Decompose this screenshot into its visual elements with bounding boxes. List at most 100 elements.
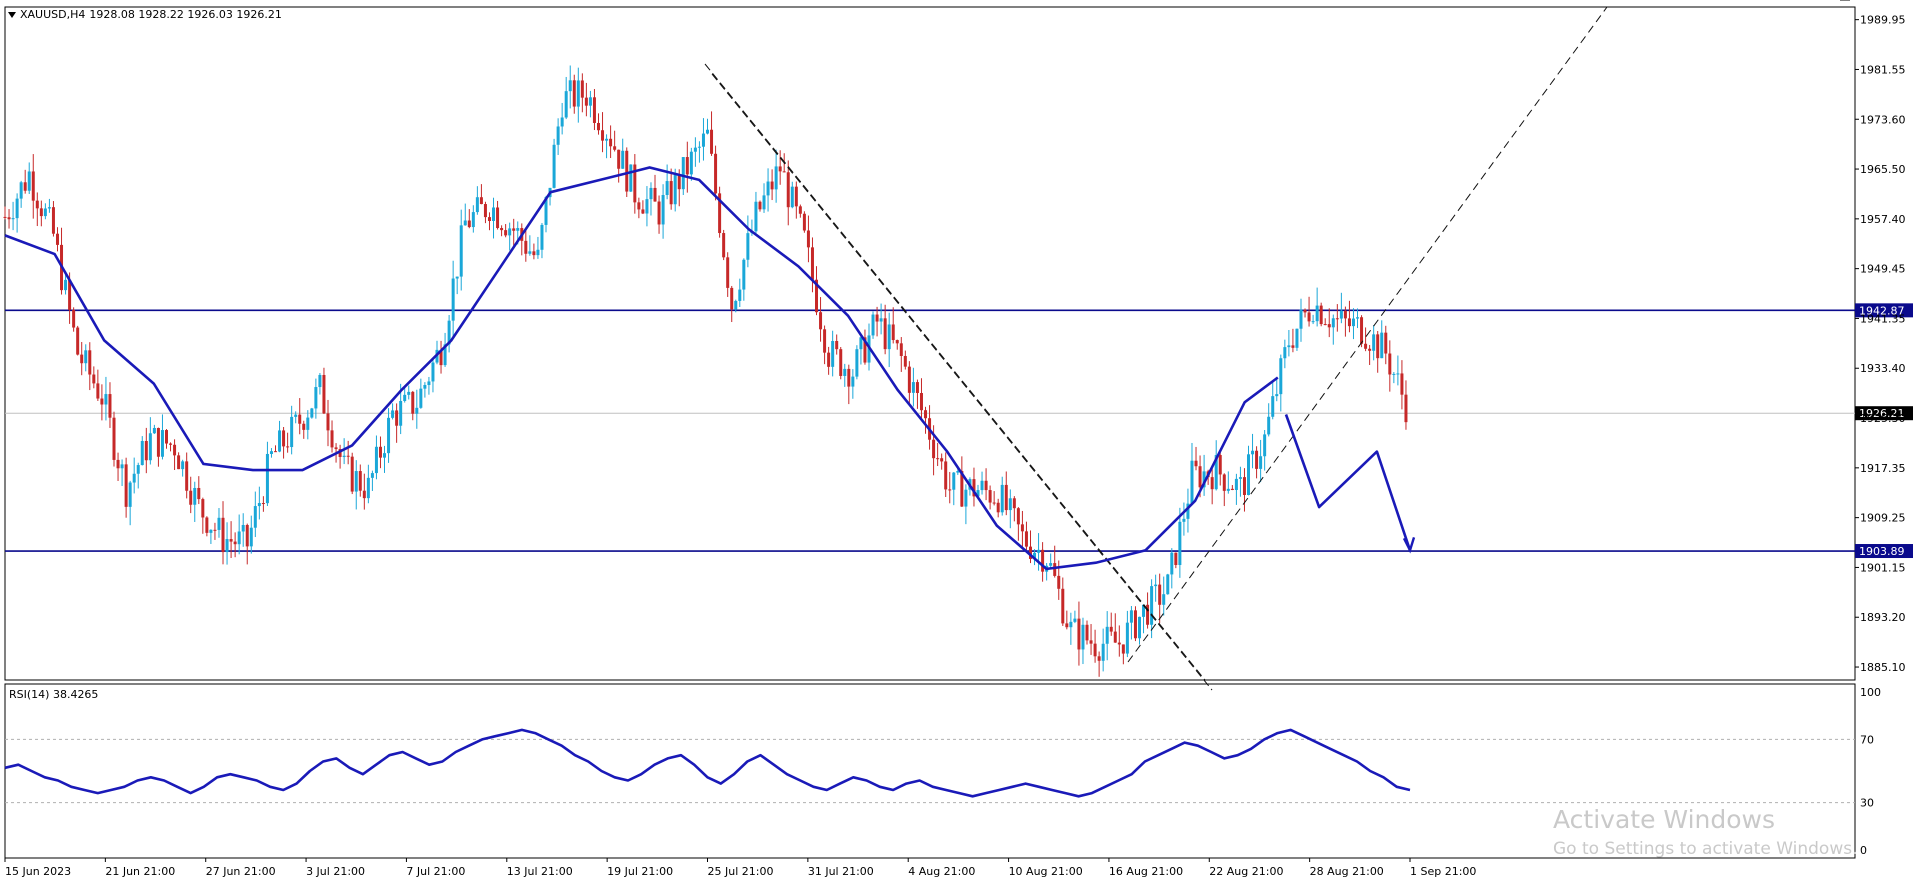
candle-down: [1255, 450, 1259, 469]
candle-down: [810, 247, 814, 280]
candle-up: [774, 166, 778, 190]
candle-down: [338, 449, 342, 457]
projection-path[interactable]: [1284, 414, 1412, 551]
candle-down: [3, 216, 7, 218]
candle-up: [1339, 310, 1343, 319]
candle-up: [370, 473, 374, 478]
candle-up: [160, 430, 164, 457]
candle-up: [1331, 318, 1335, 328]
candle-down: [346, 455, 350, 457]
candle-up: [746, 233, 750, 260]
candle-down: [592, 97, 596, 123]
candle-down: [714, 153, 718, 194]
x-tick-label: 15 Jun 2023: [5, 865, 71, 878]
candle-up: [681, 157, 685, 190]
candle-up: [342, 455, 346, 457]
level-price-label: 1903.89: [1859, 545, 1905, 558]
candle-up: [1125, 622, 1129, 654]
candle-down: [504, 230, 508, 236]
candle-up: [366, 477, 370, 499]
candle-up: [588, 97, 592, 106]
candle-up: [1396, 373, 1400, 375]
candle-down: [996, 502, 1000, 513]
x-tick-label: 22 Aug 21:00: [1209, 865, 1283, 878]
candle-down: [100, 398, 104, 405]
candle-up: [181, 461, 185, 470]
candle-up: [1182, 518, 1186, 522]
candle-up: [911, 382, 915, 393]
candle-up: [451, 278, 455, 321]
candle-down: [786, 172, 790, 208]
candle-up: [225, 539, 229, 553]
x-tick-label: 3 Jul 21:00: [306, 865, 365, 878]
candle-down: [972, 479, 976, 497]
candle-up: [879, 318, 883, 322]
rising-trend-line[interactable]: [1127, 6, 1608, 663]
candle-down: [827, 352, 831, 367]
candle-up: [576, 80, 580, 107]
dropdown-triangle-icon[interactable]: [8, 11, 16, 18]
candle-down: [358, 471, 362, 491]
candle-down: [819, 312, 823, 330]
candle-up: [427, 381, 431, 386]
candle-down: [144, 440, 148, 461]
candle-down: [839, 349, 843, 376]
candle-up: [1166, 574, 1170, 595]
trend-channel-upper[interactable]: [704, 63, 1206, 681]
trend-channel-lower[interactable]: [711, 73, 1213, 691]
candle-up: [1033, 552, 1037, 559]
candle-down: [895, 340, 899, 344]
candle-down: [891, 324, 895, 341]
candle-down: [1343, 310, 1347, 319]
candle-up: [661, 194, 665, 225]
candle-down: [1222, 474, 1226, 491]
candle-down: [201, 499, 205, 518]
level-price-label: 1942.87: [1859, 304, 1905, 317]
rsi-tick-label: 70: [1860, 733, 1874, 746]
candle-down: [685, 157, 689, 175]
candle-down: [1364, 343, 1368, 349]
candle-up: [1271, 396, 1275, 417]
candle-down: [798, 206, 802, 214]
rsi-tick-label: 0: [1860, 844, 1867, 857]
candle-down: [915, 382, 919, 394]
candle-up: [1392, 373, 1396, 375]
candle-down: [601, 130, 605, 141]
candle-down: [1327, 324, 1331, 328]
candle-up: [1226, 488, 1230, 491]
candle-up: [564, 91, 568, 118]
candle-up: [1178, 521, 1182, 565]
candle-down: [847, 368, 851, 387]
candle-up: [1372, 334, 1376, 351]
level-price-tag: [1855, 544, 1913, 559]
candle-down: [23, 182, 27, 191]
candle-down: [1400, 373, 1404, 395]
candle-down: [1368, 348, 1372, 351]
candle-up: [1154, 584, 1158, 587]
candle-up: [956, 471, 960, 473]
candle-up: [1105, 626, 1109, 644]
y-tick-label: 1901.15: [1860, 561, 1906, 574]
candle-down: [124, 464, 128, 507]
candle-up: [463, 220, 467, 226]
candle-up: [104, 394, 108, 405]
candle-down: [572, 80, 576, 107]
y-tick-label: 1941.35: [1860, 312, 1906, 325]
candle-down: [835, 340, 839, 350]
candle-up: [1129, 610, 1133, 623]
candle-down: [1146, 604, 1150, 625]
candle-down: [823, 329, 827, 353]
candle-down: [1384, 332, 1388, 354]
candle-down: [1347, 318, 1351, 327]
candle-down: [944, 461, 948, 490]
candle-up: [391, 410, 395, 418]
candle-down: [613, 146, 617, 150]
candle-down: [330, 430, 334, 448]
candle-up: [1081, 624, 1085, 650]
candle-up: [19, 182, 23, 199]
candle-up: [1000, 484, 1004, 513]
candle-up: [387, 417, 391, 454]
candle-down: [992, 502, 996, 504]
